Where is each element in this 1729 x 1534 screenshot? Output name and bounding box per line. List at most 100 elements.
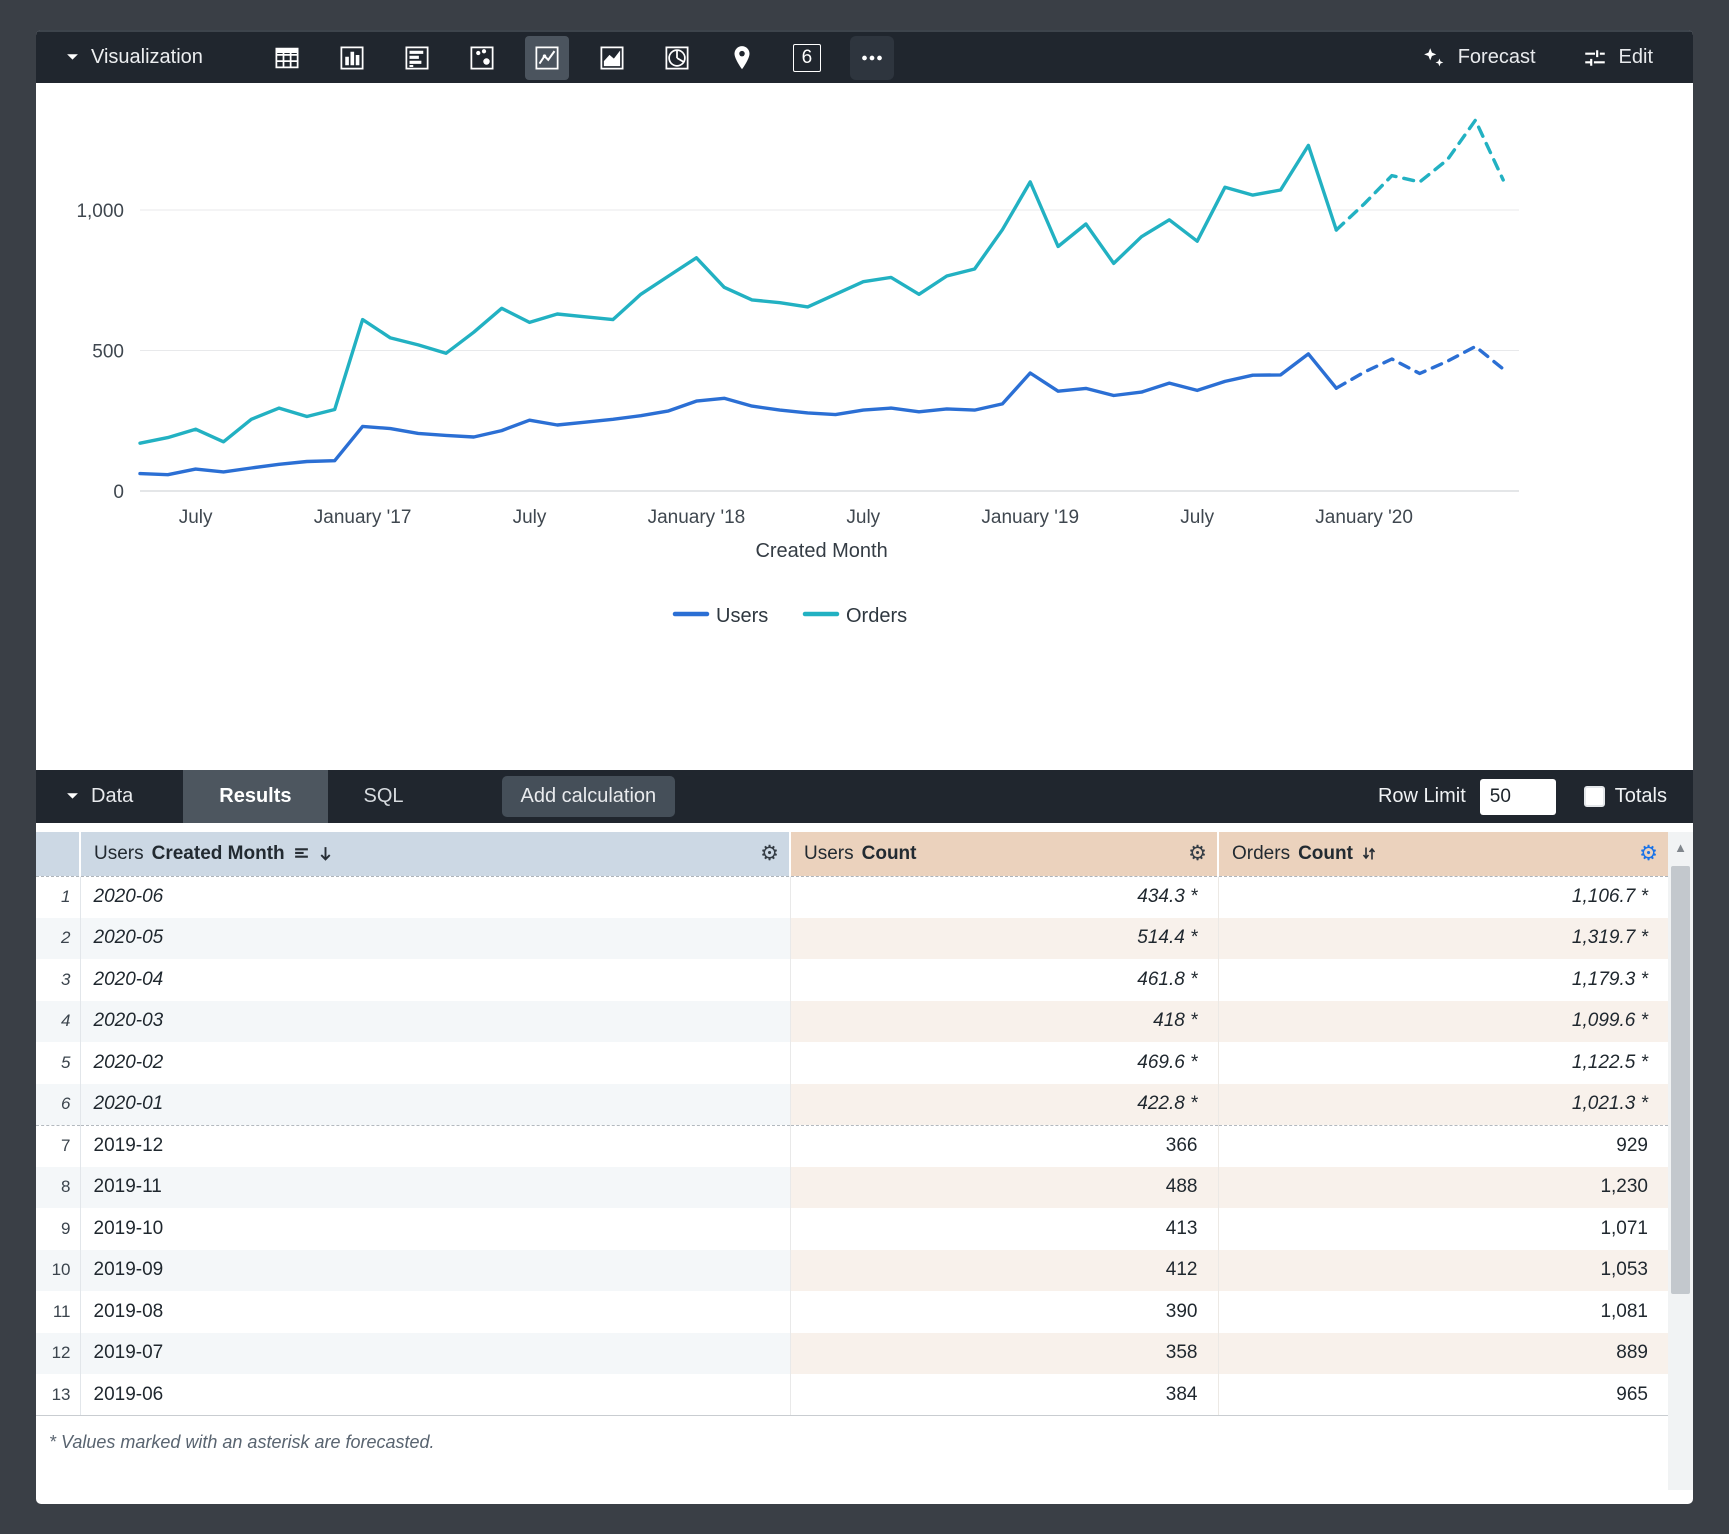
- column-prefix: Orders: [1232, 842, 1291, 864]
- cell-users-count[interactable]: 461.8 *: [790, 959, 1219, 1001]
- cell-created-month[interactable]: 2020-02: [80, 1042, 791, 1084]
- cell-created-month[interactable]: 2020-05: [80, 917, 791, 959]
- orders-count-column-header[interactable]: Orders Count ⚙: [1218, 832, 1668, 877]
- data-bar: Data Results SQL Add calculation Row Lim…: [36, 770, 1693, 823]
- created-month-gear-icon[interactable]: ⚙: [760, 841, 779, 866]
- cell-created-month[interactable]: 2020-04: [80, 959, 791, 1001]
- legend-label-users[interactable]: Users: [716, 605, 768, 627]
- cell-orders-count[interactable]: 1,071: [1600, 1217, 1648, 1239]
- column-prefix: Users: [804, 842, 854, 864]
- row-number: 5: [36, 1042, 81, 1084]
- cell-users-count[interactable]: 422.8 *: [790, 1083, 1219, 1126]
- cell-created-month[interactable]: 2019-10: [80, 1208, 791, 1250]
- x-axis-tick: July: [846, 507, 880, 528]
- add-calculation-button[interactable]: Add calculation: [501, 776, 676, 817]
- cell-users-count[interactable]: 514.4 *: [790, 917, 1219, 959]
- cell-orders-count[interactable]: 1,179.3 *: [1571, 968, 1648, 990]
- x-axis-tick: July: [179, 507, 213, 528]
- sort-desc-arrow-icon: [320, 847, 331, 861]
- y-axis-tick: 0: [113, 482, 124, 503]
- sparkle-icon: [1423, 47, 1444, 66]
- area-chart-icon[interactable]: [590, 36, 634, 80]
- legend-label-orders[interactable]: Orders: [846, 605, 907, 627]
- table-icon[interactable]: [265, 36, 309, 80]
- cell-users-count[interactable]: 390: [790, 1291, 1219, 1333]
- table-scrollbar[interactable]: ▲: [1668, 832, 1693, 1490]
- tab-results[interactable]: Results: [183, 770, 328, 823]
- bar-chart-icon[interactable]: [395, 36, 439, 80]
- cell-orders-count[interactable]: 1,021.3 *: [1218, 1083, 1668, 1126]
- cell-orders-count[interactable]: 1,053: [1218, 1249, 1668, 1291]
- totals-label: Totals: [1614, 785, 1667, 807]
- edit-button[interactable]: Edit: [1582, 45, 1653, 71]
- row-number: 8: [36, 1166, 81, 1208]
- single-value-icon[interactable]: 6: [785, 36, 829, 80]
- column-label: Count: [861, 842, 917, 864]
- row-number: 4: [36, 1000, 81, 1042]
- orders-count-gear-icon[interactable]: ⚙: [1639, 841, 1658, 866]
- x-axis-tick: January '17: [314, 507, 412, 528]
- visualization-bar: Visualization: [36, 30, 1693, 83]
- cell-orders-count[interactable]: 1,099.6 *: [1218, 1000, 1668, 1042]
- more-viz-types-icon[interactable]: [849, 35, 894, 80]
- series-orders-forecast-line: [1334, 118, 1505, 232]
- cell-created-month[interactable]: 2020-03: [80, 1000, 791, 1042]
- created-month-column-header[interactable]: Users Created Month ⚙: [80, 832, 791, 877]
- users-count-column-header[interactable]: Users Count ⚙: [790, 832, 1219, 877]
- column-label: Count: [1298, 842, 1353, 864]
- caret-down-icon: [67, 54, 78, 60]
- single-value-label: 6: [792, 43, 822, 72]
- cell-orders-count[interactable]: 929: [1616, 1135, 1648, 1156]
- map-pin-icon[interactable]: [720, 36, 764, 80]
- cell-created-month[interactable]: 2019-07: [80, 1332, 791, 1374]
- cell-created-month[interactable]: 2019-12: [80, 1125, 791, 1167]
- line-chart-icon[interactable]: [524, 35, 569, 80]
- scatter-plot-icon[interactable]: [460, 36, 504, 80]
- table-row: 7 2019-12 366 929: [36, 1125, 1668, 1167]
- cell-created-month[interactable]: 2019-09: [80, 1249, 791, 1291]
- cell-users-count[interactable]: 358: [790, 1332, 1219, 1374]
- users-count-gear-icon[interactable]: ⚙: [1188, 841, 1207, 866]
- cell-created-month[interactable]: 2019-11: [80, 1166, 791, 1208]
- tab-sql[interactable]: SQL: [363, 785, 404, 807]
- cell-created-month[interactable]: 2019-08: [80, 1291, 791, 1333]
- cell-users-count[interactable]: 366: [790, 1125, 1219, 1167]
- column-chart-icon[interactable]: [330, 36, 374, 80]
- scrollbar-up-arrow[interactable]: ▲: [1674, 839, 1687, 855]
- data-section-toggle[interactable]: Data: [66, 785, 133, 808]
- cell-orders-count[interactable]: 1,230: [1218, 1166, 1668, 1208]
- pie-chart-icon[interactable]: [655, 36, 699, 80]
- cell-created-month[interactable]: 2020-01: [80, 1083, 791, 1126]
- cell-users-count[interactable]: 384: [790, 1374, 1219, 1416]
- cell-orders-count[interactable]: 1,081: [1600, 1300, 1648, 1322]
- cell-created-month[interactable]: 2020-06: [80, 876, 791, 918]
- table-row: 1 2020-06 434.3 * 1,106.7 *: [36, 876, 1668, 918]
- visualization-section-toggle[interactable]: Visualization: [66, 46, 203, 69]
- cell-users-count[interactable]: 413: [790, 1208, 1219, 1250]
- results-table: Users Created Month ⚙ Users Count ⚙: [36, 832, 1668, 1416]
- table-row: 2 2020-05 514.4 * 1,319.7 *: [36, 917, 1668, 959]
- cell-users-count[interactable]: 418 *: [790, 1000, 1219, 1042]
- row-limit-input[interactable]: [1479, 778, 1556, 815]
- explore-window: Visualization: [36, 30, 1693, 1504]
- cell-users-count[interactable]: 469.6 *: [790, 1042, 1219, 1084]
- cell-users-count[interactable]: 488: [790, 1166, 1219, 1208]
- cell-orders-count[interactable]: 1,106.7 *: [1571, 886, 1648, 907]
- row-number: 6: [36, 1083, 81, 1126]
- forecast-button[interactable]: Forecast: [1421, 45, 1536, 71]
- series-orders-line: [138, 143, 1339, 445]
- scrollbar-thumb[interactable]: [1671, 866, 1690, 1294]
- table-row: 8 2019-11 488 1,230: [36, 1166, 1668, 1208]
- y-axis-tick: 500: [92, 342, 124, 363]
- cell-users-count[interactable]: 412: [790, 1249, 1219, 1291]
- totals-checkbox[interactable]: [1583, 786, 1605, 807]
- cell-orders-count[interactable]: 1,122.5 *: [1571, 1051, 1648, 1073]
- cell-orders-count[interactable]: 1,319.7 *: [1218, 917, 1668, 959]
- caret-down-icon: [67, 793, 78, 799]
- cell-users-count[interactable]: 434.3 *: [790, 876, 1219, 918]
- cell-orders-count[interactable]: 965: [1218, 1374, 1668, 1416]
- cell-orders-count[interactable]: 889: [1218, 1332, 1668, 1374]
- forecast-footnote: * Values marked with an asterisk are for…: [49, 1432, 435, 1452]
- cell-created-month[interactable]: 2019-06: [80, 1374, 791, 1416]
- data-section-label: Data: [91, 785, 134, 807]
